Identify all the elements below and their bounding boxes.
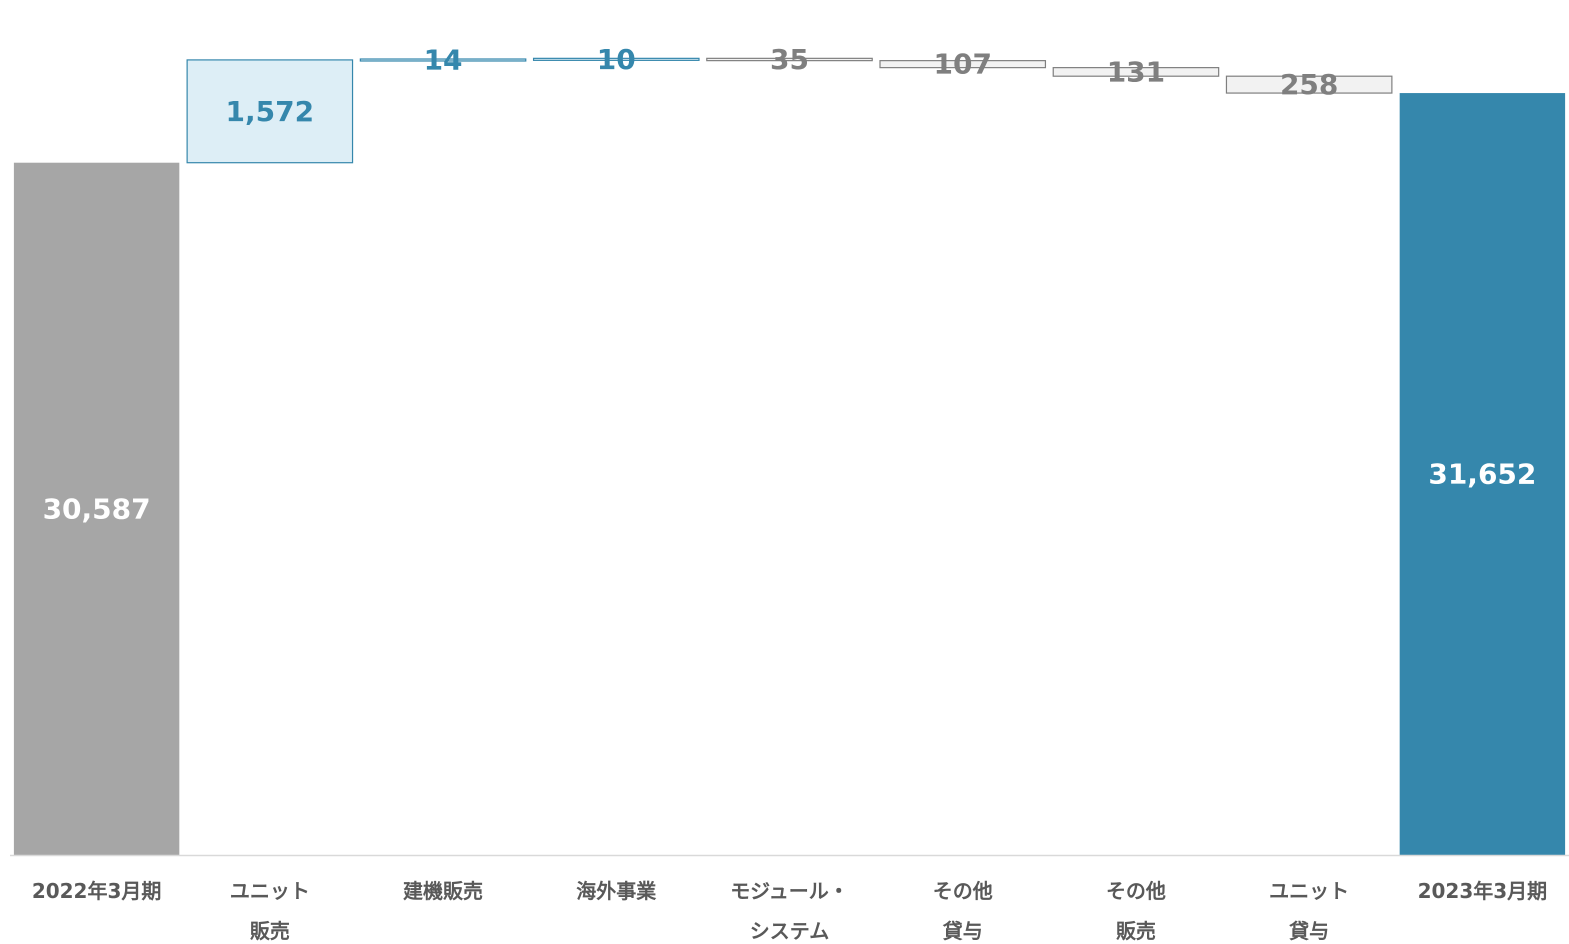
category-label: 建機販売 [403, 879, 483, 903]
category-label: 販売 [1116, 919, 1156, 943]
category-label: 2022年3月期 [32, 879, 162, 903]
category-label: 2023年3月期 [1418, 879, 1548, 903]
value-labels-group: 30,587 1,572 14 10 35 107 131 258 31,652 [43, 43, 1537, 526]
value-label: 31,652 [1428, 458, 1536, 491]
category-label: その他 [933, 879, 993, 903]
category-label: ユニット [1269, 879, 1349, 903]
bar-increase-2 [359, 58, 527, 62]
value-label: 14 [424, 43, 463, 76]
category-label: 海外事業 [576, 879, 657, 903]
category-label: 貸与 [1288, 919, 1329, 943]
value-label: 258 [1280, 68, 1338, 101]
category-label: ユニット [230, 879, 310, 903]
value-label: 30,587 [43, 492, 151, 525]
bar-decrease-5 [879, 60, 1047, 69]
category-label: システム [750, 919, 829, 943]
bars-group [13, 57, 1566, 856]
bar-increase-1 [186, 59, 354, 164]
bar-decrease-6 [1052, 67, 1220, 77]
value-label: 131 [1107, 55, 1165, 88]
category-label: モジュール・ [730, 879, 849, 903]
value-label: 10 [597, 43, 636, 76]
value-label: 1,572 [226, 95, 315, 128]
bar-end-total [1399, 93, 1566, 856]
category-label: その他 [1106, 879, 1166, 903]
bar-decrease-4 [706, 57, 873, 62]
category-label: 販売 [250, 919, 290, 943]
value-label: 35 [770, 43, 809, 76]
bar-start-total [13, 162, 180, 855]
bar-decrease-7 [1225, 75, 1393, 94]
bar-increase-3 [532, 57, 700, 61]
category-label: 貸与 [942, 919, 983, 943]
value-label: 107 [933, 48, 991, 81]
